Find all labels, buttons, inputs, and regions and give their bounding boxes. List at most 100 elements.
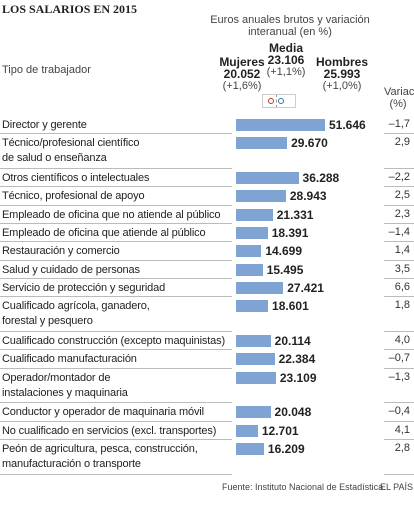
change-label: –1,4	[388, 226, 410, 238]
value-label: 29.670	[291, 136, 328, 151]
value-label: 21.331	[276, 207, 314, 222]
row-divider	[0, 330, 232, 332]
category-label: Peón de agricultura, pesca, construcción…	[2, 443, 198, 470]
value-label: 36.288	[302, 171, 340, 186]
category-label: Empleado de oficina que no atiende al pú…	[2, 208, 221, 221]
reference-label: Mujeres 20.052 (+1,6%)	[202, 56, 282, 92]
bar	[236, 227, 268, 239]
row-divider	[384, 296, 414, 298]
row: Restauración y comercio 14.699 1,4	[0, 242, 414, 261]
row: Empleado de oficina que atiende al públi…	[0, 224, 414, 243]
row-divider	[384, 402, 414, 404]
category-label: Cualificado manufacturación	[2, 353, 137, 366]
row: Operador/montador de instalaciones y maq…	[0, 369, 414, 404]
bar	[236, 335, 271, 347]
category-label: Empleado de oficina que atiende al públi…	[2, 227, 206, 239]
category-label: Técnico, profesional de apoyo	[2, 190, 145, 203]
change-label: 2,5	[394, 189, 410, 202]
value-label: 18.601	[272, 299, 309, 314]
reference-name: Media	[268, 41, 303, 55]
bar	[236, 443, 264, 455]
reference-change: (+1,1%)	[266, 66, 306, 78]
category-label: Cualificado agrícola, ganadero, forestal…	[2, 300, 150, 328]
row-divider	[384, 277, 414, 279]
row: Técnico, profesional de apoyo 28.943 2,5	[0, 187, 414, 206]
change-label: 2,8	[394, 442, 410, 454]
category-label: Técnico/profesional científico de salud …	[2, 137, 140, 165]
row-divider	[384, 367, 414, 369]
value-label: 27.421	[287, 280, 324, 295]
value-label: 23.109	[279, 370, 317, 385]
row: Servicio de protección y seguridad 27.421…	[0, 279, 414, 298]
row: Empleado de oficina que no atiende al pú…	[0, 206, 414, 224]
value-label: 28.943	[289, 189, 327, 204]
bar	[236, 281, 284, 294]
category-label: Cualificado construcción (excepto maquin…	[2, 335, 225, 347]
reference-value: 25.993	[323, 67, 361, 81]
row-divider	[384, 241, 414, 243]
bar	[236, 371, 276, 384]
bar	[236, 137, 288, 150]
bar	[236, 190, 286, 203]
value-label: 16.209	[267, 442, 305, 456]
reference-line	[275, 94, 277, 108]
row-divider	[0, 296, 232, 298]
reference-value: 23.106	[267, 53, 305, 67]
row-divider	[384, 349, 414, 351]
row-divider	[384, 133, 414, 135]
value-label: 15.495	[266, 262, 304, 277]
bar	[236, 300, 269, 313]
row: Salud y cuidado de personas 15.495 3,5	[0, 261, 414, 279]
change-header: Variac. (%)	[384, 86, 414, 110]
category-label: Servicio de protección y seguridad	[2, 281, 166, 294]
row-divider	[0, 277, 232, 279]
credit: EL PAÍS	[380, 482, 414, 492]
value-label: 20.114	[274, 334, 311, 348]
bar	[236, 424, 258, 437]
reference-change: (+1,0%)	[322, 80, 362, 92]
change-label: –2,2	[388, 171, 410, 184]
row-divider	[384, 204, 414, 206]
row-divider	[384, 420, 414, 422]
reference-box	[262, 94, 296, 108]
row: Técnico/profesional científico de salud …	[0, 134, 414, 170]
category-label: No cualificado en servicios (excl. trans…	[2, 424, 217, 437]
row-divider	[0, 186, 232, 188]
reference-marker	[267, 98, 274, 104]
row-divider	[0, 133, 232, 135]
row-divider	[0, 420, 232, 422]
row-divider	[384, 438, 414, 440]
row-divider	[0, 402, 232, 404]
row: Cualificado construcción (excepto maquin…	[0, 332, 414, 351]
reference-label: Media 23.106 (+1,1%)	[246, 42, 326, 78]
bar	[236, 172, 299, 185]
change-label: 2,9	[394, 136, 410, 149]
change-label: –0,7	[388, 352, 410, 365]
value-label: 22.384	[278, 352, 316, 367]
row-divider	[384, 222, 414, 224]
change-label: –1,7	[388, 118, 410, 130]
reference-value: 20.052	[223, 67, 261, 81]
row-divider	[0, 259, 232, 261]
category-label: Restauración y comercio	[2, 245, 120, 258]
reference-marker	[277, 98, 284, 104]
bar	[236, 119, 325, 131]
change-label: 2,3	[394, 207, 410, 220]
row-divider	[0, 241, 232, 243]
row: Conductor y operador de maquinaria móvil…	[0, 403, 414, 422]
change-label: –0,4	[388, 405, 410, 418]
change-label: 4,1	[394, 423, 410, 436]
row-divider	[384, 473, 414, 475]
reference-label: Hombres 25.993 (+1,0%)	[302, 56, 382, 92]
row-divider	[384, 168, 414, 170]
value-label: 20.048	[274, 405, 312, 420]
row-divider	[0, 222, 232, 224]
subtitle: Euros anuales brutos y variación interan…	[210, 14, 370, 38]
category-header: Tipo de trabajador	[2, 64, 91, 76]
row-divider	[384, 330, 414, 332]
change-label: –1,3	[388, 370, 410, 383]
change-label: 1,8	[394, 299, 410, 312]
chart-title: LOS SALARIOS EN 2015	[2, 2, 138, 16]
row-divider	[0, 367, 232, 369]
